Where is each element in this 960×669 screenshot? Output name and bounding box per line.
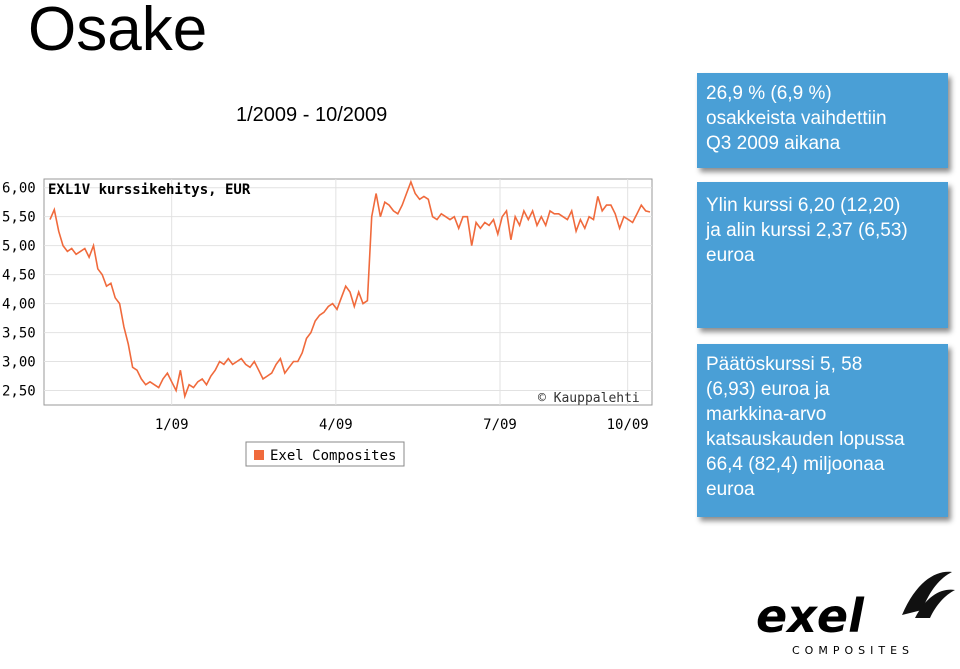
- info-line: euroa: [706, 245, 755, 266]
- y-tick-label: 4,50: [2, 268, 36, 284]
- legend-box: [245, 441, 405, 467]
- info-line: euroa: [706, 479, 755, 500]
- info-line: Q3 2009 aikana: [706, 133, 841, 154]
- period-label: 1/2009 - 10/2009: [236, 104, 388, 126]
- y-tick-label: 6,00: [2, 181, 36, 197]
- info-box-price-range: Ylin kurssi 6,20 (12,20) ja alin kurssi …: [697, 182, 948, 328]
- plot-frame: [43, 178, 653, 406]
- chart-title: EXL1V kurssikehitys, EUR: [48, 182, 251, 198]
- exel-composites-logo: exel COMPOSITES: [756, 571, 955, 657]
- info-line: 66,4 (82,4) miljoonaa: [706, 454, 885, 475]
- info-line: markkina-arvo: [706, 404, 827, 425]
- x-tick-label: 10/09: [607, 417, 649, 433]
- series-line-exel-composites: [49, 179, 651, 400]
- x-tick-label: 7/09: [483, 417, 517, 433]
- x-tick-label: 4/09: [319, 417, 353, 433]
- legend-swatch: [254, 450, 264, 460]
- x-tick-label: 1/09: [155, 417, 189, 433]
- info-line: (6,93) euroa ja: [706, 379, 830, 400]
- y-tick-label: 3,00: [2, 355, 36, 371]
- slide-title: Osake: [28, 0, 208, 64]
- logo-word: exel: [756, 589, 865, 643]
- y-tick-label: 2,50: [2, 384, 36, 400]
- y-tick-label: 4,00: [2, 297, 36, 313]
- info-box-trading: 26,9 % (6,9 %) osakkeista vaihdettiin Q3…: [697, 73, 948, 168]
- info-line: 26,9 % (6,9 %): [706, 83, 832, 104]
- info-line: osakkeista vaihdettiin: [706, 108, 887, 129]
- y-tick-label: 3,50: [2, 326, 36, 342]
- info-line: ja alin kurssi 2,37 (6,53): [706, 220, 908, 241]
- info-line: Päätöskurssi 5, 58: [706, 354, 863, 375]
- info-line: Ylin kurssi 6,20 (12,20): [706, 195, 901, 216]
- legend-label: Exel Composites: [270, 448, 396, 464]
- y-tick-label: 5,00: [2, 239, 36, 255]
- logo-swoosh: [915, 589, 955, 618]
- stock-chart: 6,00 5,50 5,00 4,50 4,00 3,50 3,00 2,50 1/09 4/0…: [2, 178, 653, 467]
- y-tick-label: 5,50: [2, 210, 36, 226]
- logo-subtitle: COMPOSITES: [792, 644, 914, 657]
- chart-watermark: © Kauppalehti: [538, 391, 640, 406]
- logo-swoosh: [902, 571, 952, 615]
- info-box-closing: Päätöskurssi 5, 58 (6,93) euroa ja markk…: [697, 344, 948, 517]
- info-line: katsauskauden lopussa: [706, 429, 905, 450]
